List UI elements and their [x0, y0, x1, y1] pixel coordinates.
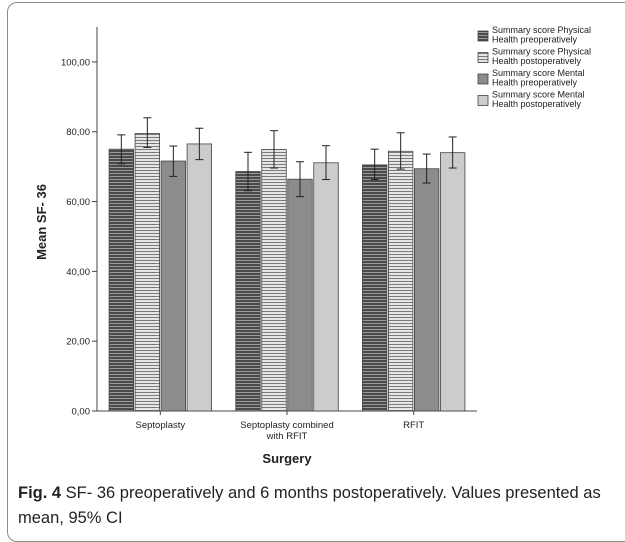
y-tick-label: 40,00	[66, 267, 90, 278]
category-labels: Septoplasty Septoplasty combined with RFIT…	[136, 411, 424, 442]
legend-swatch	[477, 30, 489, 42]
bar	[287, 178, 313, 412]
legend: Summary score Physical Health preoperativ…	[477, 25, 591, 110]
legend-swatch	[477, 95, 489, 106]
bar	[313, 162, 339, 412]
bar	[261, 149, 287, 412]
x-tick-label: Septoplasty combined with RFIT	[240, 420, 333, 442]
caption-text: SF- 36 preoperatively and 6 months posto…	[18, 484, 601, 527]
legend-label: Summary score Mental Health preoperativel…	[492, 68, 585, 88]
x-axis-title: Surgery	[262, 451, 312, 466]
y-tick-label: 0,00	[72, 407, 91, 418]
legend-label: Summary score Mental Health postoperative…	[492, 90, 585, 110]
bar	[134, 133, 160, 412]
y-ticks: 0,00 20,00 40,00 60,00 80,00 100,00	[61, 57, 97, 418]
legend-label: Summary score Physical Health preoperativ…	[492, 25, 591, 45]
bar-chart: 0,00 20,00 40,00 60,00 80,00 100,00 Septoplas…	[34, 25, 591, 466]
legend-swatch	[477, 52, 489, 63]
y-tick-label: 20,00	[66, 337, 90, 348]
x-tick-label: Septoplasty	[136, 420, 186, 431]
bars	[108, 133, 466, 412]
bar	[414, 168, 440, 412]
error-bars	[117, 117, 457, 198]
y-axis-title: Mean SF- 36	[34, 184, 49, 260]
legend-label: Summary score Physical Health postoperati…	[492, 47, 591, 67]
figure-caption: Fig. 4 SF- 36 preoperatively and 6 month…	[18, 481, 618, 531]
x-tick-label: RFIT	[403, 420, 424, 431]
bar	[108, 148, 134, 412]
legend-swatch	[477, 73, 489, 85]
bar	[235, 171, 261, 412]
y-tick-label: 60,00	[66, 197, 90, 208]
bar	[186, 143, 212, 412]
y-tick-label: 80,00	[66, 127, 90, 138]
bar	[362, 164, 388, 412]
bar	[160, 160, 186, 412]
y-tick-label: 100,00	[61, 57, 90, 68]
figure-label: Fig. 4	[18, 484, 62, 502]
bar	[440, 152, 466, 412]
bar	[388, 150, 414, 412]
